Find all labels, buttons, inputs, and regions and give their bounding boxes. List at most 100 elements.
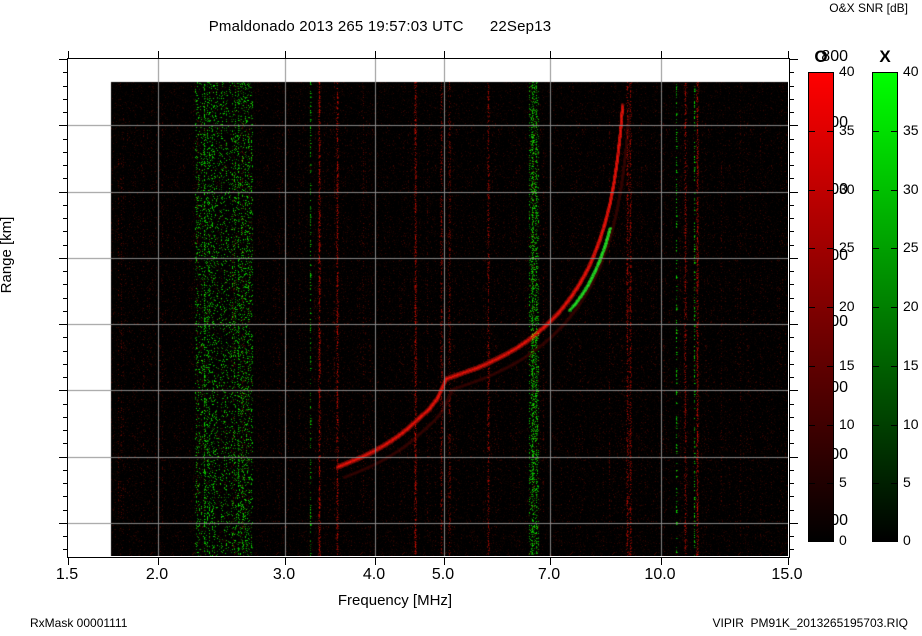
colorbar-tick-label: 20	[839, 298, 855, 314]
y-axis-tick	[789, 311, 794, 312]
source-file-label: VIPIR PM91K_2013265195703.RIQ	[712, 616, 908, 630]
colorbar-tick	[808, 307, 815, 308]
y-axis-tick	[789, 178, 794, 179]
y-axis-tick	[789, 205, 794, 206]
y-axis-tick	[63, 483, 68, 484]
colorbar-tick	[808, 248, 815, 250]
colorbar-tick-label: 35	[839, 121, 855, 138]
y-axis-tick	[789, 496, 794, 497]
colorbar-tick-label: 5	[839, 474, 847, 491]
y-axis-tick	[63, 351, 68, 352]
y-axis-tick	[59, 125, 68, 126]
y-axis-tick	[63, 72, 68, 73]
y-axis-tick	[63, 231, 68, 232]
colorbar-tick	[872, 307, 879, 308]
x-axis-tick	[68, 557, 69, 565]
y-axis-tick	[63, 417, 68, 418]
colorbar-o-title: O	[814, 47, 828, 66]
colorbar-tick	[891, 189, 898, 191]
y-axis-tick	[789, 390, 798, 391]
colorbar-tick-label: 20	[903, 298, 919, 314]
y-axis-title: Range [km]	[0, 216, 15, 294]
x-axis-title: Frequency [MHz]	[337, 592, 453, 609]
colorbar-tick-label: 5	[903, 474, 911, 491]
ionogram-plot-area[interactable]	[59, 51, 798, 565]
colorbar-tick-label: 15	[839, 356, 855, 373]
x-axis-tick-label: 7.0	[537, 566, 561, 583]
x-axis-tick-label: 4.0	[362, 566, 386, 583]
y-axis-tick	[63, 430, 68, 431]
y-axis-tick	[63, 496, 68, 497]
y-axis-tick	[789, 536, 794, 537]
y-axis-tick	[789, 443, 794, 444]
x-axis-tick	[285, 51, 286, 59]
y-axis-tick	[63, 470, 68, 471]
y-axis-tick	[789, 523, 798, 524]
colorbar-tick-label: 30	[839, 180, 855, 197]
y-axis-tick	[789, 112, 794, 113]
y-axis-tick	[789, 99, 794, 100]
y-axis-tick	[63, 139, 68, 140]
colorbar-tick	[891, 248, 898, 250]
y-axis-tick	[789, 364, 794, 365]
colorbar-tick	[891, 72, 898, 73]
colorbar-tick	[891, 130, 898, 132]
y-axis-tick	[789, 430, 794, 431]
colorbar-tick-label: 10	[839, 415, 855, 432]
y-axis-tick	[789, 258, 798, 259]
colorbar-x-title: X	[879, 47, 891, 66]
colorbar-tick	[808, 424, 815, 426]
colorbar-tick	[891, 307, 898, 308]
x-axis-tick	[788, 51, 789, 59]
rxmask-label: RxMask 00001111	[30, 616, 128, 630]
x-axis-tick	[158, 51, 159, 59]
colorbar-tick	[872, 130, 879, 132]
x-axis-tick	[158, 557, 159, 565]
colorbar-tick	[872, 483, 879, 485]
y-axis-tick	[789, 284, 794, 285]
colorbar-tick	[872, 541, 879, 542]
y-axis-tick	[59, 523, 68, 524]
colorbar-header: O&X SNR [dB]	[829, 1, 908, 15]
y-axis-tick	[789, 218, 794, 219]
ionogram-canvas	[68, 59, 788, 556]
y-axis-tick	[63, 284, 68, 285]
y-axis-tick	[789, 510, 794, 511]
colorbar-o[interactable]: O 0 5 10 15 20 25 30 35 40	[808, 47, 855, 548]
x-axis-tick	[444, 557, 445, 565]
y-axis-tick	[789, 192, 798, 193]
y-axis-tick	[789, 59, 798, 60]
y-axis-tick	[63, 99, 68, 100]
x-axis-tick-label: 3.0	[272, 566, 296, 583]
colorbar-tick	[827, 72, 834, 73]
colorbar-tick	[827, 365, 834, 367]
y-axis-tick	[63, 404, 68, 405]
y-axis-tick	[63, 298, 68, 299]
y-axis-tick	[59, 390, 68, 391]
y-axis-tick	[63, 152, 68, 153]
x-axis-tick	[661, 51, 662, 59]
y-axis-tick	[789, 125, 798, 126]
page-title: Pmaldonado 2013 265 19:57:03 UTC 22Sep13	[208, 18, 552, 35]
colorbar-tick	[827, 189, 834, 191]
y-axis-tick	[789, 231, 794, 232]
y-axis-tick	[59, 258, 68, 259]
y-axis-tick	[59, 59, 68, 60]
y-axis-tick	[63, 86, 68, 87]
colorbar-tick-label: 15	[903, 356, 919, 373]
x-axis-tick	[661, 557, 662, 565]
x-axis-tick-label: 15.0	[771, 566, 803, 583]
y-axis-tick	[63, 510, 68, 511]
y-axis-tick	[789, 417, 794, 418]
y-axis-tick	[789, 324, 798, 325]
y-axis-tick	[789, 298, 794, 299]
colorbar-tick	[808, 72, 815, 73]
x-axis-tick	[444, 51, 445, 59]
colorbar-tick	[808, 541, 815, 542]
colorbar-tick	[872, 189, 879, 191]
x-axis-tick	[68, 51, 69, 59]
y-axis-tick	[63, 205, 68, 206]
colorbar-tick	[827, 541, 834, 542]
colorbar-x[interactable]: X 0 5 10 15 20 25 30 35 40	[872, 47, 919, 548]
colorbar-tick-label: 40	[903, 63, 919, 79]
